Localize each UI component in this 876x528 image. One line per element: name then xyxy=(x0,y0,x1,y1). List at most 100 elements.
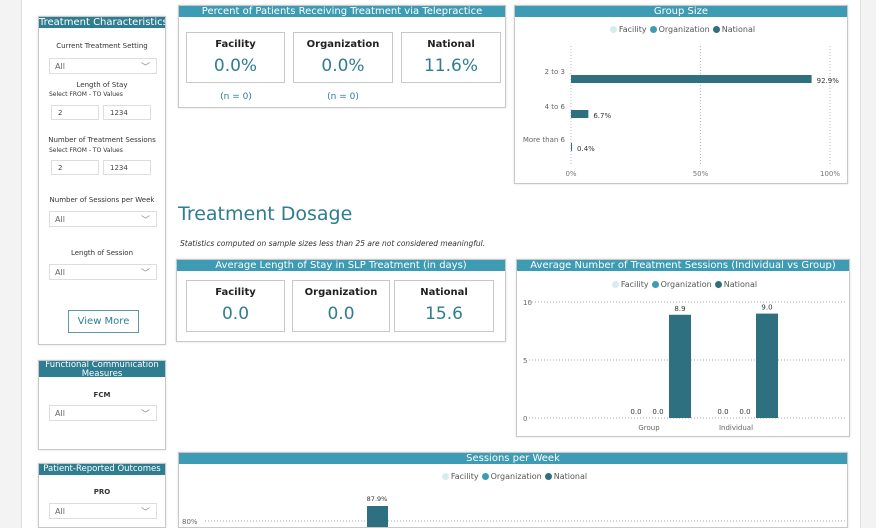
los-label: Length of Stay xyxy=(76,81,128,89)
data-label: 0.0 xyxy=(652,408,663,416)
data-label: 87.9% xyxy=(367,495,388,503)
right-margin xyxy=(860,0,876,528)
card-value: 11.6% xyxy=(423,56,478,76)
bar xyxy=(571,143,573,151)
dropdown-value: All xyxy=(55,215,65,224)
legend-facility: Facility xyxy=(618,25,647,34)
chevron-down-icon: ﹀ xyxy=(140,508,150,518)
panel-title: Percent of Patients Receiving Treatment … xyxy=(179,6,505,17)
facility-card: Facility 0.0% xyxy=(186,32,285,83)
category-label: Individual xyxy=(719,424,753,432)
data-label: 0.4% xyxy=(577,145,595,153)
setting-dropdown[interactable]: All ﹀ xyxy=(49,58,157,74)
left-margin xyxy=(0,0,22,528)
card-label: National xyxy=(427,39,475,50)
group-size-chart: 0% 50% 100% 2 to 3 92.9% 4 to 6 6.7% More than … xyxy=(523,46,840,178)
chart-title: Average Number of Treatment Sessions (In… xyxy=(517,260,849,271)
setting-label: Current Treatment Setting xyxy=(56,42,148,50)
dropdown-value: All xyxy=(55,62,65,71)
bar xyxy=(571,110,589,118)
organization-card: Organization 0.0% xyxy=(293,32,393,83)
bar xyxy=(669,314,691,418)
y-tick-label: 80% xyxy=(182,518,198,526)
card-label: National xyxy=(420,287,468,298)
chevron-down-icon: ﹀ xyxy=(140,410,150,420)
fcm-panel: Functional Communication Measures FCM Al… xyxy=(38,360,166,450)
data-label: 6.7% xyxy=(593,112,611,120)
dropdown-value: All xyxy=(55,409,65,418)
avg-sessions-panel: Average Number of Treatment Sessions (In… xyxy=(516,259,850,437)
data-label: 9.0 xyxy=(761,304,772,312)
sessions-to-input[interactable]: 1234 xyxy=(103,160,151,175)
chevron-down-icon: ﹀ xyxy=(140,63,150,73)
data-label: 0.0 xyxy=(717,408,728,416)
per-week-label: Number of Sessions per Week xyxy=(49,196,155,204)
pro-dropdown[interactable]: All ﹀ xyxy=(49,503,157,519)
dropdown-value: All xyxy=(55,507,65,516)
legend-organization: Organization xyxy=(660,280,712,289)
category-label: Group xyxy=(638,424,660,432)
card-value: 15.6 xyxy=(425,304,463,324)
category-label: 2 to 3 xyxy=(545,68,565,76)
legend-facility: Facility xyxy=(450,472,479,481)
panel-title: Treatment Characteristics xyxy=(39,17,166,28)
organization-n: (n = 0) xyxy=(327,92,359,102)
legend-marker-organization xyxy=(481,473,489,480)
y-tick-label: 5 xyxy=(523,357,527,365)
los-panel: Average Length of Stay in SLP Treatment … xyxy=(176,259,506,342)
x-tick-label: 50% xyxy=(693,170,709,178)
legend-national: National xyxy=(723,280,758,289)
panel-title: Functional Communication Measures xyxy=(39,361,165,379)
chart-title: Sessions per Week xyxy=(179,453,847,464)
group-size-panel: Group Size Facility Organization National … xyxy=(514,5,848,184)
view-more-button[interactable]: View More xyxy=(68,310,139,333)
legend-marker-organization xyxy=(651,281,659,288)
organization-card: Organization 0.0 xyxy=(292,280,390,332)
legend-national: National xyxy=(553,472,588,481)
national-card: National 11.6% xyxy=(401,32,501,83)
length-label: Length of Session xyxy=(70,249,134,257)
facility-card: Facility 0.0 xyxy=(186,280,285,332)
sessions-sub: Select FROM - TO Values xyxy=(49,147,123,154)
card-label: Organization xyxy=(306,39,380,50)
per-week-dropdown[interactable]: All ﹀ xyxy=(49,211,157,227)
data-label: 0.0 xyxy=(739,408,750,416)
legend-marker-facility xyxy=(609,26,617,33)
sessions-per-week-chart: 80% 87.9% xyxy=(182,495,845,527)
sample-size-note: Statistics computed on sample sizes less… xyxy=(180,239,486,248)
fcm-dropdown[interactable]: All ﹀ xyxy=(49,405,157,421)
treatment-characteristics-panel: Treatment Characteristics Current Treatm… xyxy=(38,16,166,345)
pro-panel: Patient-Reported Outcomes PRO All ﹀ xyxy=(38,463,166,528)
card-value: 0.0% xyxy=(213,56,258,76)
panel-title: Patient-Reported Outcomes xyxy=(39,464,165,475)
length-dropdown[interactable]: All ﹀ xyxy=(49,264,157,280)
los-from-input[interactable]: 2 xyxy=(51,105,99,120)
sessions-label: Number of Treatment Sessions xyxy=(48,136,156,144)
legend-marker-facility xyxy=(441,473,449,480)
chart-title: Group Size xyxy=(515,6,847,17)
sessions-per-week-panel: Sessions per Week Facility Organization Na… xyxy=(178,452,848,528)
data-label: 8.9 xyxy=(674,305,685,313)
los-to-input[interactable]: 1234 xyxy=(103,105,151,120)
legend-facility: Facility xyxy=(620,280,649,289)
chart-legend: Facility Organization National xyxy=(517,280,849,289)
legend-organization: Organization xyxy=(490,472,542,481)
data-label: 0.0 xyxy=(630,408,641,416)
legend-marker-organization xyxy=(649,26,657,33)
avg-sessions-chart: 0 5 10 Group 0.0 0.0 8.9 Individual 0.0 0.0 9.0 xyxy=(523,299,847,432)
data-label: 92.9% xyxy=(817,77,840,85)
sessions-from-input[interactable]: 2 xyxy=(51,160,99,175)
legend-marker-national xyxy=(714,281,722,288)
x-tick-label: 100% xyxy=(820,170,840,178)
pro-label: PRO xyxy=(93,488,111,496)
panel-title: Average Length of Stay in SLP Treatment … xyxy=(177,260,505,271)
bar xyxy=(756,313,778,418)
telepractice-panel: Percent of Patients Receiving Treatment … xyxy=(178,5,506,108)
card-value: 0.0 xyxy=(327,304,355,324)
x-tick-label: 0% xyxy=(565,170,576,178)
national-card: National 15.6 xyxy=(394,280,494,332)
legend-marker-national xyxy=(712,26,720,33)
chevron-down-icon: ﹀ xyxy=(140,269,150,279)
fcm-label: FCM xyxy=(93,391,111,399)
y-tick-label: 0 xyxy=(523,415,527,423)
